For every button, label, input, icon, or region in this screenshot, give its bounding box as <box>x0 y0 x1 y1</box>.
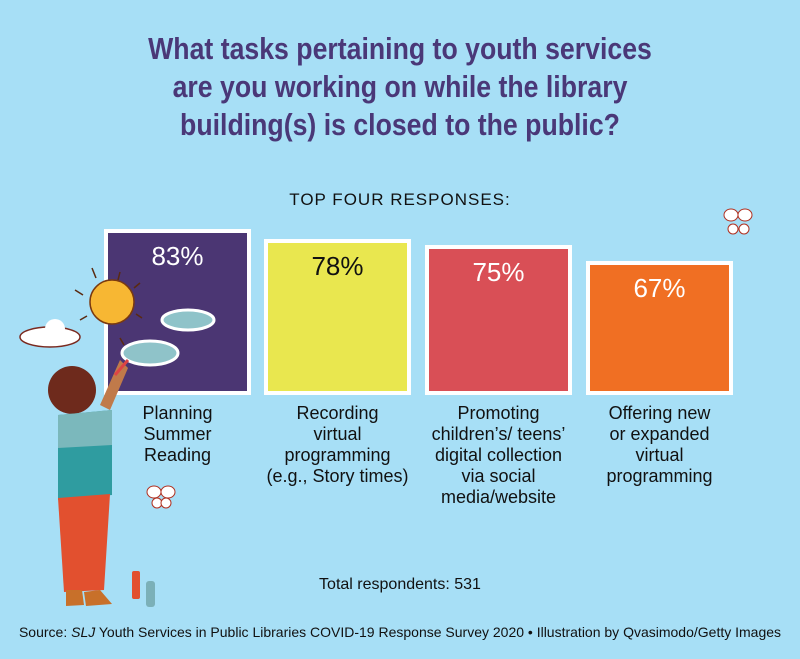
data-label: 75% <box>472 257 525 287</box>
cloud-icon <box>19 319 81 348</box>
title-line: are you working on while the library <box>172 69 628 104</box>
data-label: 67% <box>633 273 686 303</box>
source-publication: SLJ <box>71 624 96 640</box>
data-label: 83% <box>151 241 204 271</box>
source-rest: Youth Services in Public Libraries COVID… <box>95 624 782 640</box>
category-label-line: digital collection <box>434 445 563 465</box>
bar: 75% <box>425 245 572 395</box>
category-label-line: virtual <box>313 424 362 444</box>
category-label: Planning Summer Reading <box>93 403 263 466</box>
source-prefix: Source: <box>18 624 72 640</box>
category-label-line: media/website <box>440 487 557 507</box>
category-label: Recording virtual programming (e.g., Story … <box>253 403 423 487</box>
title-line: building(s) is closed to the public? <box>180 107 620 142</box>
category-label-line: Promoting <box>457 403 540 423</box>
data-label: 78% <box>311 251 364 281</box>
category-label-line: Offering new <box>608 403 711 423</box>
category-label-line: Reading <box>143 445 212 465</box>
category-label-line: (e.g., Story times) <box>266 466 409 486</box>
category-label-line: programming <box>606 466 713 486</box>
category-label-line: or expanded <box>609 424 710 444</box>
category-label-line: programming <box>284 445 391 465</box>
category-label: Offering new or expanded virtual programmin… <box>575 403 745 487</box>
bar: 78% <box>264 239 411 395</box>
category-label-line: Summer <box>143 424 212 444</box>
source-note: Source: SLJ Youth Services in Public Lib… <box>0 624 800 640</box>
category-label-line: Planning <box>142 403 213 423</box>
spray-can-icon <box>132 571 155 607</box>
page-title: What tasks pertaining to youth services … <box>56 30 744 144</box>
cloud-icon <box>120 339 180 367</box>
butterfly-icon <box>146 485 176 509</box>
butterfly-icon <box>723 208 753 235</box>
bar: 67% <box>586 261 733 395</box>
chart-subtitle: TOP FOUR RESPONSES: <box>289 190 511 209</box>
cloud-icon <box>160 308 216 332</box>
total-respondents: Total respondents: 531 <box>319 576 481 593</box>
category-label-line: Recording <box>296 403 379 423</box>
category-label-line: virtual <box>635 445 684 465</box>
child-icon <box>48 359 130 606</box>
title-line: What tasks pertaining to youth services <box>148 31 652 66</box>
category-label: Promoting children’s/ teens’ digital colle… <box>414 403 584 508</box>
category-label-line: children’s/ teens’ <box>431 424 566 444</box>
category-label-line: via social <box>461 466 536 486</box>
sun-icon <box>74 267 143 346</box>
